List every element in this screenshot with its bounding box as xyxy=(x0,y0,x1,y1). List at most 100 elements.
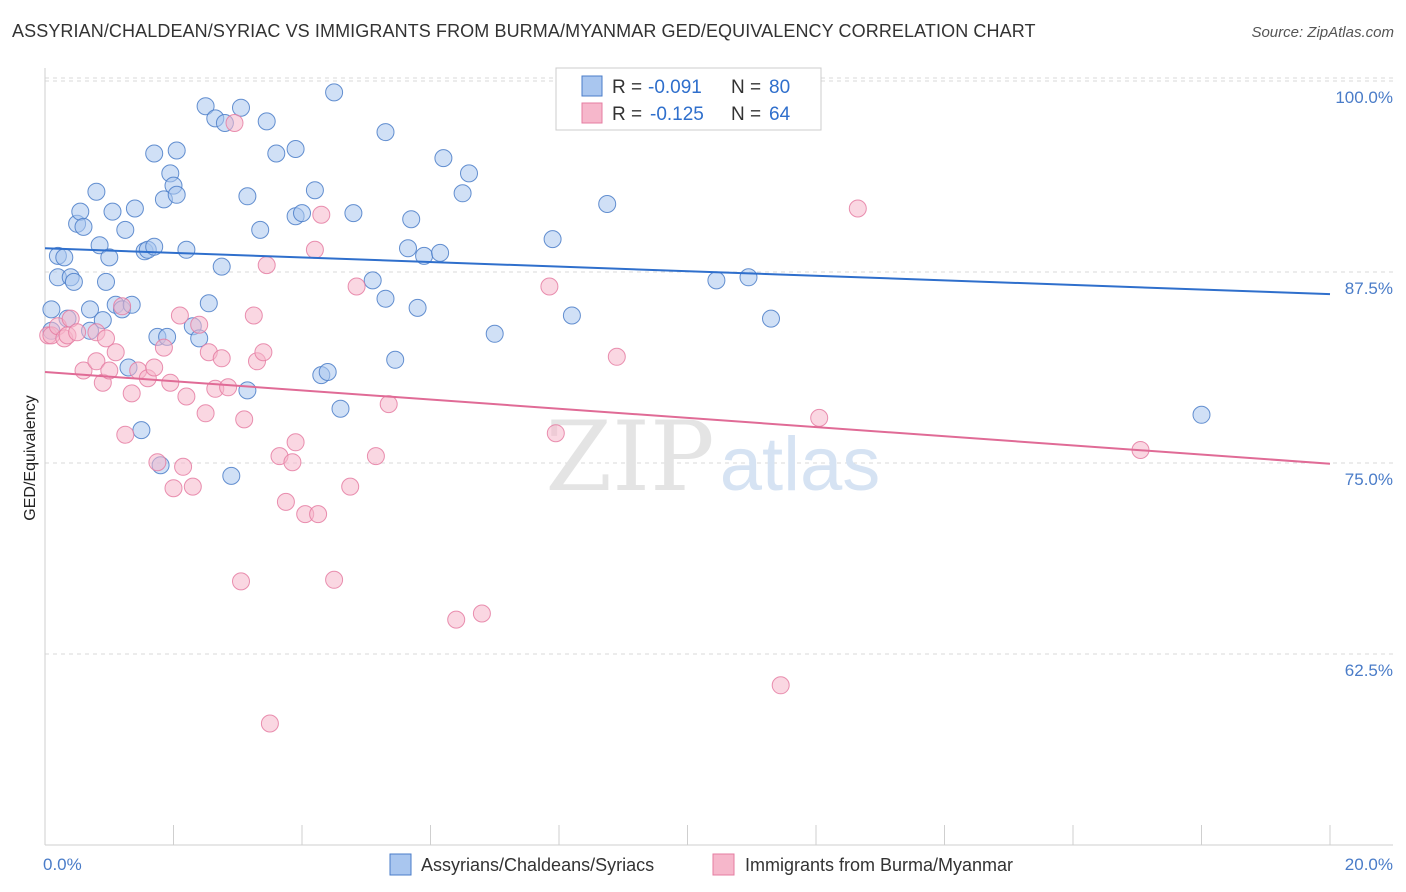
watermark: ZIP atlas xyxy=(545,401,880,513)
trend-layer xyxy=(44,247,1331,465)
watermark-atlas: atlas xyxy=(720,422,881,507)
pink-data-point xyxy=(341,477,360,496)
pink-data-point xyxy=(219,378,238,397)
blue-data-point xyxy=(305,181,324,200)
pink-data-point xyxy=(379,395,398,414)
blue-data-point xyxy=(434,149,453,168)
pink-data-point xyxy=(447,610,466,629)
pink-data-point xyxy=(170,306,189,325)
pink-data-point xyxy=(116,425,135,444)
blue-data-point xyxy=(344,204,363,223)
blue-data-point xyxy=(167,141,186,160)
y-axis-title: GED/Equivalency xyxy=(22,395,39,520)
blue-data-point xyxy=(238,381,257,400)
pink-data-point xyxy=(305,240,324,259)
bottom-legend: Assyrians/Chaldeans/Syriacs Immigrants f… xyxy=(389,853,1013,876)
pink-data-point xyxy=(100,361,119,380)
pink-data-point xyxy=(113,297,132,316)
chart-title: ASSYRIAN/CHALDEAN/SYRIAC VS IMMIGRANTS F… xyxy=(12,21,1036,41)
bottom-legend-swatch-blue xyxy=(389,853,412,876)
pink-data-point xyxy=(848,199,867,218)
blue-data-point xyxy=(103,202,122,221)
pink-data-point xyxy=(283,453,302,472)
blue-data-point xyxy=(485,324,504,343)
pink-data-point xyxy=(183,477,202,496)
blue-data-point xyxy=(399,239,417,258)
pink-data-point xyxy=(154,338,173,357)
pink-data-point xyxy=(254,343,273,362)
blue-data-point xyxy=(376,289,395,308)
label-layer: 62.5% 75.0% 87.5% 100.0% 0.0% 20.0% xyxy=(43,88,1393,874)
pink-data-point xyxy=(97,329,115,348)
stats-legend-r-label: R = xyxy=(612,104,642,125)
y-tick-label: 75.0% xyxy=(1345,470,1393,489)
stats-legend-r-label: R = xyxy=(612,77,642,98)
blue-data-point xyxy=(408,298,427,317)
blue-data-point xyxy=(325,83,344,102)
blue-data-point xyxy=(386,350,405,369)
stats-legend-n-label: N = xyxy=(731,104,761,125)
pink-data-point xyxy=(257,256,276,275)
pink-data-point xyxy=(607,347,626,366)
watermark-zip: ZIP xyxy=(545,401,714,513)
blue-data-point xyxy=(238,187,257,206)
stats-legend-n-label: N = xyxy=(731,77,761,98)
pink-data-point xyxy=(347,277,366,296)
stats-legend-r-value: -0.125 xyxy=(650,104,704,125)
pink-data-point xyxy=(276,492,295,511)
blue-data-point xyxy=(598,195,617,213)
blue-data-point xyxy=(97,272,115,291)
pink-data-point xyxy=(174,457,193,476)
pink-data-point xyxy=(106,343,125,362)
blue-data-point xyxy=(167,185,186,204)
blue-data-point xyxy=(196,97,215,116)
pink-data-point xyxy=(161,373,180,392)
blue-data-point xyxy=(460,164,478,183)
blue-data-point xyxy=(222,466,241,485)
blue-data-point xyxy=(177,240,196,259)
blue-data-point xyxy=(431,243,450,262)
pink-data-point xyxy=(366,447,385,466)
points-layer xyxy=(39,83,1211,733)
stats-legend: R = -0.091 N = 80 R = -0.125 N = 64 xyxy=(555,67,822,131)
pink-data-point xyxy=(546,424,565,443)
pink-data-point xyxy=(260,714,279,733)
blue-data-point xyxy=(145,144,164,163)
pink-data-point xyxy=(540,277,559,296)
y-tick-label: 100.0% xyxy=(1335,88,1393,107)
blue-data-point xyxy=(42,300,61,319)
blue-data-point xyxy=(87,182,106,201)
blue-data-point xyxy=(232,98,250,117)
blue-data-point xyxy=(402,210,421,229)
pink-data-point xyxy=(87,352,106,371)
blue-trend-line xyxy=(44,247,1331,296)
pink-data-point xyxy=(325,570,344,589)
bottom-legend-label-blue: Assyrians/Chaldeans/Syriacs xyxy=(421,855,654,875)
blue-data-point xyxy=(74,217,93,236)
pink-data-point xyxy=(472,604,491,623)
blue-data-point xyxy=(257,112,276,131)
blue-data-point xyxy=(64,272,83,291)
pink-data-point xyxy=(235,410,254,429)
bottom-legend-label-pink: Immigrants from Burma/Myanmar xyxy=(745,855,1013,875)
blue-data-point xyxy=(71,202,90,221)
blue-data-point xyxy=(145,237,164,256)
blue-data-point xyxy=(81,300,99,319)
pink-data-point xyxy=(286,433,305,452)
blue-data-point xyxy=(125,199,144,218)
pink-data-point xyxy=(232,572,250,591)
pink-data-point xyxy=(164,479,183,498)
pink-data-point xyxy=(68,323,87,342)
stats-legend-n-value: 80 xyxy=(769,77,790,98)
blue-data-point xyxy=(132,421,151,440)
pink-data-point xyxy=(225,114,244,132)
pink-data-point xyxy=(212,349,231,368)
blue-data-point xyxy=(293,204,311,223)
stats-legend-n-value: 64 xyxy=(769,104,791,125)
blue-data-point xyxy=(286,140,305,158)
stats-legend-swatch-pink xyxy=(581,102,603,124)
pink-data-point xyxy=(177,387,196,406)
grid-layer xyxy=(45,77,1393,655)
x-tick-label: 20.0% xyxy=(1345,855,1393,874)
pink-data-point xyxy=(196,404,215,423)
